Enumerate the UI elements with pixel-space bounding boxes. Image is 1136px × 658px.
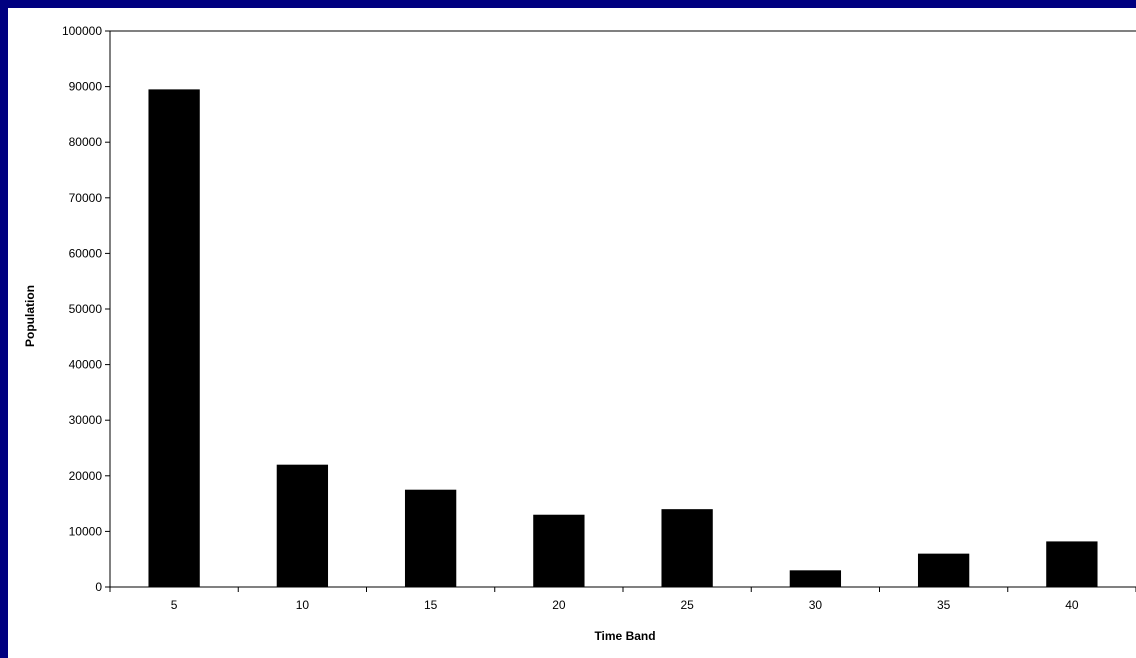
x-tick-label: 5: [171, 598, 178, 612]
y-tick-label: 60000: [69, 246, 103, 260]
chart-frame: 0 10000 20000 30000 40000 50000 60000 70000 8000…: [8, 8, 1136, 658]
y-tick-label: 50000: [69, 302, 103, 316]
x-tick-label: 40: [1065, 598, 1079, 612]
bar-40: [1046, 541, 1098, 587]
bar-15: [404, 489, 457, 587]
x-tick-label: 15: [424, 598, 438, 612]
x-tick-label: 35: [937, 598, 951, 612]
y-tick-label: 80000: [69, 135, 103, 149]
y-tick-label: 90000: [69, 80, 103, 94]
bar-10: [276, 464, 329, 587]
y-tick-label: 30000: [69, 413, 103, 427]
bar-25: [661, 509, 713, 587]
x-tick-label: 10: [296, 598, 310, 612]
bar-35: [917, 553, 970, 587]
x-axis-title: Time Band: [594, 629, 655, 643]
bar-chart: 0 10000 20000 30000 40000 50000 60000 70000 8000…: [23, 24, 1136, 643]
chart-axes: [105, 30, 1136, 592]
y-tick-label: 40000: [69, 358, 103, 372]
y-tick-label: 70000: [69, 191, 103, 205]
bar-30: [789, 570, 842, 587]
bar-5: [148, 89, 200, 587]
x-tick-label: 30: [809, 598, 823, 612]
bar-20: [533, 514, 585, 587]
y-tick-label: 20000: [69, 469, 103, 483]
x-tick-label: 20: [552, 598, 566, 612]
chart-bars: [148, 89, 1098, 587]
chart-tick-labels: 0 10000 20000 30000 40000 50000 60000 70000 8000…: [62, 24, 1079, 612]
y-tick-label: 100000: [62, 24, 102, 38]
y-axis-title: Population: [23, 285, 37, 347]
y-tick-label: 0: [95, 580, 102, 594]
x-tick-label: 25: [680, 598, 694, 612]
y-tick-label: 10000: [69, 524, 103, 538]
